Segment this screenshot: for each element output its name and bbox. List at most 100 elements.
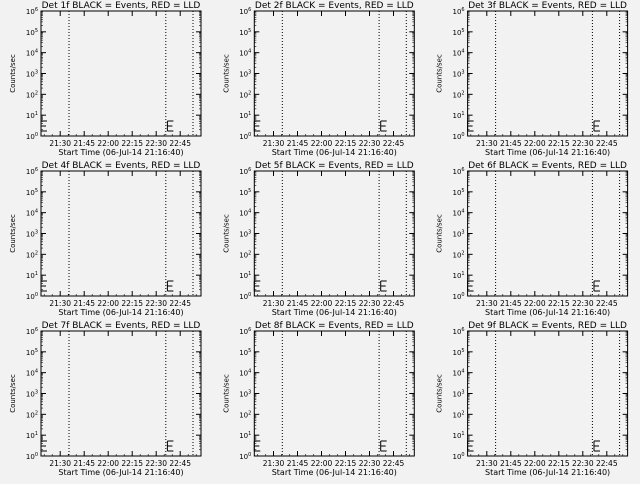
x-tick-label: 22:00: [524, 299, 546, 308]
y-tick-label: 102: [452, 250, 464, 259]
plot-panel-1: Det 1f BLACK = Events, RED = LLD 100 101 10…: [9, 1, 202, 157]
x-tick-label: 22:45: [169, 459, 191, 468]
y-tick-label: 106: [239, 167, 251, 176]
y-axis-label: Counts/sec: [9, 374, 17, 413]
events-data-point: [40, 280, 47, 292]
events-data-point: [40, 440, 47, 452]
y-tick-label: 101: [26, 271, 38, 280]
x-axis-label: Start Time (06-Jul-14 21:16:40): [58, 468, 183, 477]
x-tick-label: 22:45: [596, 139, 618, 148]
y-tick-label: 104: [26, 209, 38, 218]
y-tick-label: 101: [26, 431, 38, 440]
y-tick-label: 103: [26, 390, 38, 399]
y-tick-label: 100: [452, 452, 464, 461]
x-tick-label: 22:15: [121, 139, 143, 148]
events-data-point: [253, 280, 261, 292]
y-tick-label: 100: [452, 292, 464, 301]
y-tick-label: 100: [239, 292, 251, 301]
x-tick-label: 21:45: [500, 299, 522, 308]
y-tick-label: 100: [26, 292, 38, 301]
x-tick-label: 22:00: [524, 459, 546, 468]
y-tick-label: 105: [452, 348, 464, 357]
plot-title: Det 3f BLACK = Events, RED = LLD: [468, 1, 627, 11]
y-tick-label: 104: [239, 49, 251, 58]
y-tick-label: 103: [452, 70, 464, 79]
x-axis-label: Start Time (06-Jul-14 21:16:40): [272, 468, 397, 477]
y-tick-label: 103: [452, 390, 464, 399]
y-tick-label: 105: [239, 348, 251, 357]
events-data-point: [253, 440, 261, 452]
y-axis-label: Counts/sec: [436, 374, 444, 413]
plot-panel-3: Det 3f BLACK = Events, RED = LLD 100 101 10…: [436, 1, 629, 157]
y-tick-label: 101: [239, 111, 251, 120]
events-data-point: [253, 120, 261, 132]
y-tick-label: 104: [452, 209, 464, 218]
plot-title: Det 5f BLACK = Events, RED = LLD: [255, 161, 414, 171]
plot-title: Det 1f BLACK = Events, RED = LLD: [42, 1, 201, 11]
x-tick-label: 22:30: [359, 299, 381, 308]
x-tick-label: 22:15: [335, 139, 357, 148]
x-tick-label: 21:30: [476, 299, 498, 308]
x-tick-label: 22:30: [572, 299, 594, 308]
y-tick-label: 100: [452, 132, 464, 141]
y-tick-label: 106: [452, 7, 464, 16]
x-tick-label: 22:45: [383, 139, 405, 148]
x-tick-label: 22:30: [572, 459, 594, 468]
plot-panel-2: Det 2f BLACK = Events, RED = LLD 100 101 10…: [222, 1, 415, 157]
y-tick-label: 102: [239, 250, 251, 259]
x-tick-label: 22:45: [383, 459, 405, 468]
events-data-point: [593, 440, 600, 452]
y-tick-label: 106: [26, 167, 38, 176]
x-tick-label: 22:15: [548, 139, 570, 148]
events-data-point: [380, 280, 387, 292]
x-tick-label: 22:45: [596, 459, 618, 468]
y-tick-label: 100: [26, 452, 38, 461]
x-axis-label: Start Time (06-Jul-14 21:16:40): [485, 308, 610, 317]
plot-title: Det 4f BLACK = Events, RED = LLD: [42, 161, 201, 171]
y-axis-label: Counts/sec: [222, 54, 230, 93]
x-tick-label: 22:15: [335, 459, 357, 468]
y-tick-label: 105: [239, 28, 251, 37]
events-data-point: [40, 120, 47, 132]
plot-frame: [253, 330, 415, 457]
plot-panel-6: Det 6f BLACK = Events, RED = LLD 100 101 10…: [436, 161, 629, 317]
y-tick-label: 101: [239, 431, 251, 440]
y-tick-label: 102: [452, 410, 464, 419]
y-axis-label: Counts/sec: [9, 214, 17, 253]
x-tick-label: 21:30: [263, 459, 285, 468]
y-tick-label: 103: [239, 390, 251, 399]
events-data-point: [593, 280, 600, 292]
plot-frame: [40, 170, 202, 297]
y-tick-label: 103: [26, 230, 38, 239]
x-tick-label: 21:30: [263, 299, 285, 308]
y-tick-label: 104: [452, 369, 464, 378]
plot-frame: [40, 330, 202, 457]
y-tick-label: 100: [239, 132, 251, 141]
x-tick-label: 21:45: [287, 139, 309, 148]
plot-title: Det 6f BLACK = Events, RED = LLD: [468, 161, 627, 171]
x-tick-label: 22:45: [169, 299, 191, 308]
plot-frame: [40, 10, 202, 137]
y-tick-label: 102: [26, 410, 38, 419]
y-tick-label: 105: [26, 188, 38, 197]
y-tick-label: 101: [26, 111, 38, 120]
plot-frame: [467, 330, 629, 457]
x-tick-label: 22:30: [145, 299, 167, 308]
x-tick-label: 22:00: [311, 139, 333, 148]
events-data-point: [166, 440, 174, 452]
plot-frame: [253, 170, 415, 297]
plot-panel-8: Det 8f BLACK = Events, RED = LLD 100 101 10…: [222, 321, 415, 477]
y-tick-label: 101: [239, 271, 251, 280]
x-tick-label: 22:30: [359, 139, 381, 148]
y-tick-label: 105: [452, 28, 464, 37]
y-tick-label: 101: [452, 431, 464, 440]
x-tick-label: 22:15: [121, 459, 143, 468]
x-axis-label: Start Time (06-Jul-14 21:16:40): [58, 148, 183, 157]
x-tick-label: 22:15: [548, 299, 570, 308]
events-data-point: [467, 440, 474, 452]
x-tick-label: 21:45: [287, 459, 309, 468]
y-tick-label: 106: [239, 7, 251, 16]
x-axis-label: Start Time (06-Jul-14 21:16:40): [485, 468, 610, 477]
y-tick-label: 105: [26, 28, 38, 37]
plot-panel-4: Det 4f BLACK = Events, RED = LLD 100 101 10…: [9, 161, 202, 317]
